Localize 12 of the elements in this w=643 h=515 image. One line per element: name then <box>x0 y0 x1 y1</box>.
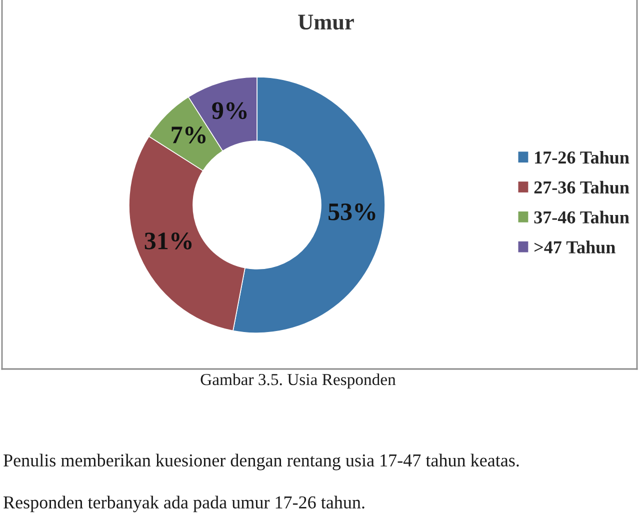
text: Gambar 3.5. Usia Responden <box>200 373 396 389</box>
legend-label: 17-26 Tahun <box>535 150 630 164</box>
data-label: 31% <box>144 232 192 250</box>
data-label: 53% <box>328 203 376 220</box>
text: Responden terbanyak ada pada umur 17-26 tahun. <box>4 496 364 512</box>
legend-label: 37-46 Tahun <box>534 210 630 224</box>
legend-label: 27-36 Tahun <box>534 180 630 194</box>
chart-title: Umur <box>298 14 354 30</box>
legend-label: >47 Tahun <box>534 240 616 254</box>
text: Penulis memberikan kuesioner dengan rentang usia 17-47 tahun keatas. <box>4 454 519 470</box>
data-label: 7% <box>172 126 206 144</box>
data-label: 9% <box>212 102 247 120</box>
